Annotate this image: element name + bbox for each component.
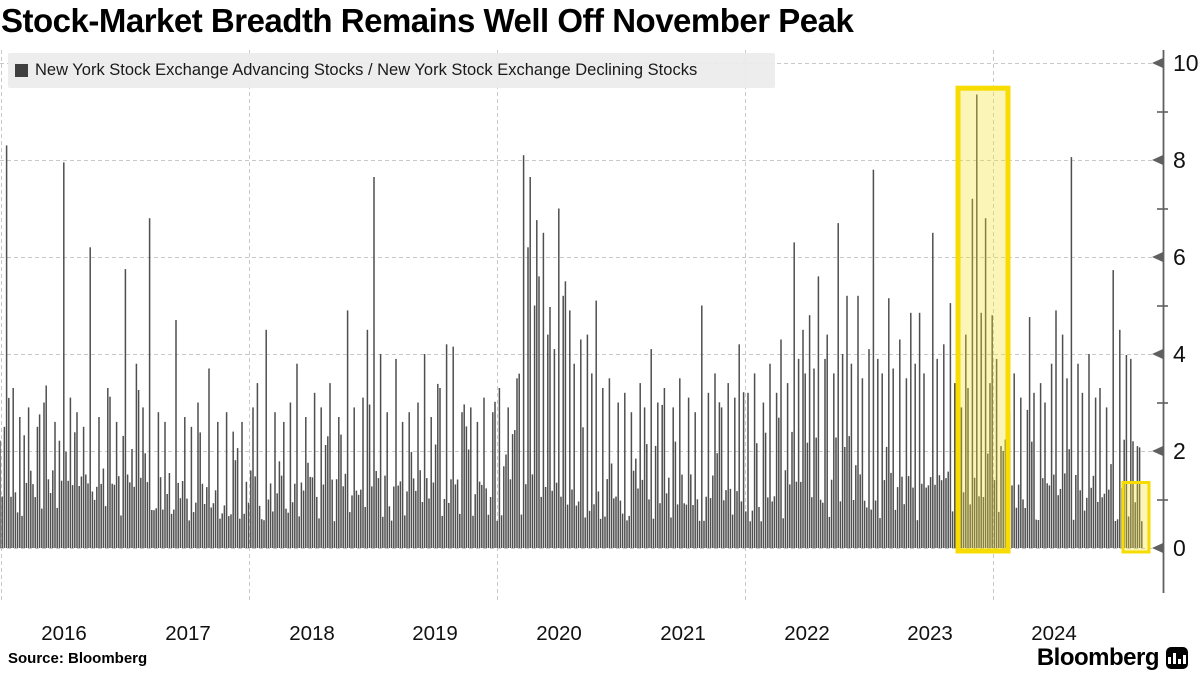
y-axis — [1152, 50, 1168, 593]
y-axis-labels: 0 2 4 6 8 10 — [1173, 50, 1199, 561]
y-tick-label: 2 — [1173, 438, 1186, 464]
legend-label: New York Stock Exchange Advancing Stocks… — [35, 61, 698, 79]
current-level-box — [1121, 481, 1151, 554]
y-tick-label: 4 — [1173, 341, 1186, 367]
x-tick-label: 2022 — [784, 622, 830, 645]
bar-series — [0, 94, 1143, 549]
november-peak-box — [955, 85, 1011, 554]
x-tick-label: 2019 — [412, 622, 458, 645]
chart-legend: New York Stock Exchange Advancing Stocks… — [8, 53, 775, 88]
y-tick-label: 6 — [1173, 244, 1186, 270]
major-tick-arrow-icon — [1152, 252, 1163, 262]
bloomberg-wordmark: Bloomberg — [1036, 644, 1160, 671]
bloomberg-terminal-icon — [1166, 647, 1188, 669]
x-tick-label: 2018 — [289, 622, 335, 645]
major-tick-arrow-icon — [1152, 349, 1163, 359]
major-tick-arrow-icon — [1152, 155, 1163, 165]
x-tick-label: 2017 — [165, 622, 211, 645]
x-tick-label: 2020 — [536, 622, 582, 645]
major-tick-arrow-icon — [1152, 446, 1163, 456]
y-tick-label: 0 — [1173, 535, 1186, 561]
source-credit: Source: Bloomberg — [8, 650, 148, 667]
x-axis-labels: 2016 2017 2018 2019 2020 2021 2022 2023 2024 — [41, 622, 1077, 645]
y-tick-label: 8 — [1173, 147, 1186, 173]
y-tick-label: 10 — [1173, 50, 1199, 76]
x-tick-label: 2016 — [41, 622, 87, 645]
chart-title: Stock-Market Breadth Remains Well Off No… — [1, 2, 854, 39]
x-tick-label: 2023 — [907, 622, 953, 645]
bloomberg-brand: Bloomberg — [1037, 644, 1188, 672]
legend-swatch-icon — [15, 64, 28, 77]
major-tick-arrow-icon — [1152, 543, 1163, 553]
x-tick-label: 2021 — [660, 622, 706, 645]
x-tick-label: 2024 — [1031, 622, 1077, 645]
major-tick-arrow-icon — [1152, 58, 1163, 68]
